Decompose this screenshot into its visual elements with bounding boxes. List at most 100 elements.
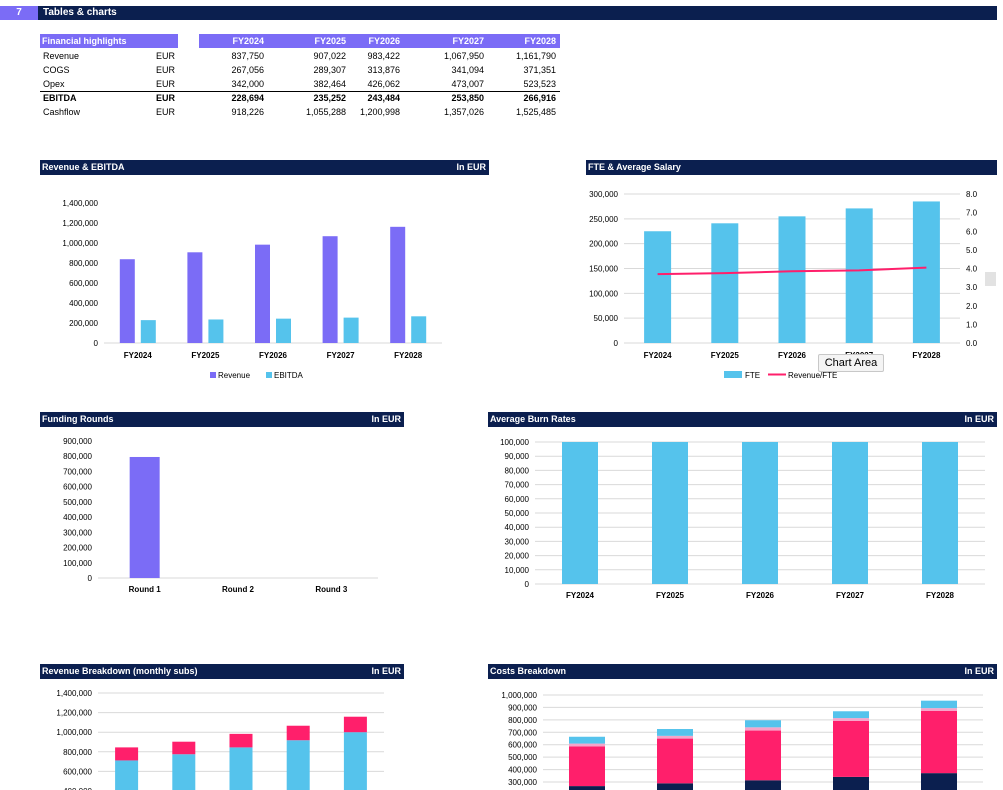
y-tick-label: 70,000 xyxy=(505,481,530,490)
funding-unit: In EUR xyxy=(371,414,401,424)
legend-swatch xyxy=(724,371,742,378)
y-tick-label: 200,000 xyxy=(69,319,98,328)
x-tick-label: FY2026 xyxy=(746,591,775,600)
bar-segment xyxy=(921,773,957,790)
y-tick-label: 1,200,000 xyxy=(56,709,92,718)
y-tick-label: 90,000 xyxy=(505,452,530,461)
bar-segment xyxy=(569,736,605,744)
fin-year-header: FY2026 xyxy=(368,36,400,46)
bar-segment xyxy=(115,747,139,761)
y-tick-label: 400,000 xyxy=(69,299,98,308)
rev-ebitda-title: Revenue & EBITDA xyxy=(42,162,125,172)
bar-segment xyxy=(286,725,310,741)
section-number: 7 xyxy=(0,6,38,20)
fin-row-unit: EUR xyxy=(156,107,176,117)
bar-segment xyxy=(833,711,869,719)
bar-segment xyxy=(657,729,693,736)
bar xyxy=(652,442,688,584)
bar-segment xyxy=(172,741,196,755)
y-tick-label: 800,000 xyxy=(69,259,98,268)
scrollbar-handle[interactable] xyxy=(985,272,996,286)
x-tick-label: Round 1 xyxy=(129,585,162,594)
fin-cell: 266,916 xyxy=(523,93,556,103)
bar xyxy=(187,252,203,343)
y-tick-label: 400,000 xyxy=(63,787,92,790)
x-tick-label: Round 2 xyxy=(222,585,255,594)
bar xyxy=(922,442,958,584)
burn-header: Average Burn Rates In EUR xyxy=(488,412,997,427)
x-tick-label: FY2024 xyxy=(644,351,673,360)
fin-cell: 341,094 xyxy=(451,65,484,75)
bar xyxy=(711,223,739,343)
fin-row-label: Opex xyxy=(43,79,65,89)
y-tick-label: 10,000 xyxy=(505,566,530,575)
x-tick-label: Round 3 xyxy=(315,585,348,594)
fin-cell: 1,525,485 xyxy=(515,107,556,117)
bar-segment xyxy=(286,740,310,790)
fin-table-title: Financial highlights xyxy=(40,34,178,48)
chart-area-tooltip: Chart Area xyxy=(818,354,884,372)
fin-cell: 289,307 xyxy=(313,65,346,75)
bar-segment xyxy=(657,783,693,790)
y-tick-label: 500,000 xyxy=(63,498,92,507)
y-tick-label: 80,000 xyxy=(505,466,530,475)
fin-cell: 313,876 xyxy=(367,65,400,75)
y-tick-label: 30,000 xyxy=(505,537,530,546)
bar xyxy=(208,319,224,343)
rev-ebitda-unit: In EUR xyxy=(456,162,486,172)
fin-table-year-header xyxy=(199,34,560,48)
y-tick-label: 500,000 xyxy=(508,753,537,762)
y2-tick-label: 1.0 xyxy=(966,320,978,329)
bar-segment xyxy=(229,747,253,790)
fin-year-header: FY2025 xyxy=(314,36,346,46)
rev-breakdown-title: Revenue Breakdown (monthly subs) xyxy=(42,666,198,676)
bar xyxy=(912,201,940,343)
bar xyxy=(845,208,873,343)
fin-cell: 371,351 xyxy=(523,65,556,75)
bar-segment xyxy=(343,716,367,733)
y-tick-label: 0 xyxy=(94,339,99,348)
fin-row-unit: EUR xyxy=(156,65,176,75)
y-tick-label: 40,000 xyxy=(505,523,530,532)
fin-row-label: Cashflow xyxy=(43,107,81,117)
costs-header: Costs Breakdown In EUR xyxy=(488,664,997,679)
fin-row-label: Revenue xyxy=(43,51,80,61)
fin-cell: 837,750 xyxy=(231,51,264,61)
legend-label: EBITDA xyxy=(274,371,304,380)
bar xyxy=(129,456,160,578)
fin-cell: 253,850 xyxy=(451,93,484,103)
y-tick-label: 0 xyxy=(614,339,619,348)
fin-row-label: COGS xyxy=(43,65,70,75)
x-tick-label: FY2027 xyxy=(327,351,356,360)
x-tick-label: FY2024 xyxy=(566,591,595,600)
fin-row-unit: EUR xyxy=(156,51,176,61)
x-tick-label: FY2028 xyxy=(926,591,955,600)
rev-ebitda-header: Revenue & EBITDA In EUR xyxy=(40,160,489,175)
y-tick-label: 50,000 xyxy=(594,314,619,323)
fin-cell: 267,056 xyxy=(231,65,264,75)
y2-tick-label: 2.0 xyxy=(966,302,978,311)
x-tick-label: FY2026 xyxy=(778,351,807,360)
fin-cell: 473,007 xyxy=(451,79,484,89)
y2-tick-label: 8.0 xyxy=(966,190,978,199)
bar-segment xyxy=(745,730,781,781)
x-tick-label: FY2026 xyxy=(259,351,288,360)
fin-cell: 426,062 xyxy=(367,79,400,89)
fte-salary-title: FTE & Average Salary xyxy=(588,162,681,172)
x-tick-label: FY2027 xyxy=(836,591,865,600)
bar-segment xyxy=(745,780,781,790)
fin-cell: 1,161,790 xyxy=(515,51,556,61)
y2-tick-label: 3.0 xyxy=(966,283,978,292)
y-tick-label: 300,000 xyxy=(63,528,92,537)
bar-segment xyxy=(745,720,781,728)
y2-tick-label: 5.0 xyxy=(966,246,978,255)
y-tick-label: 900,000 xyxy=(63,437,92,446)
y-tick-label: 200,000 xyxy=(589,240,618,249)
bar-segment xyxy=(833,720,869,777)
y-tick-label: 150,000 xyxy=(589,265,618,274)
y-tick-label: 300,000 xyxy=(589,190,618,199)
bar xyxy=(832,442,868,584)
bar-segment xyxy=(833,776,869,790)
y2-tick-label: 0.0 xyxy=(966,339,978,348)
